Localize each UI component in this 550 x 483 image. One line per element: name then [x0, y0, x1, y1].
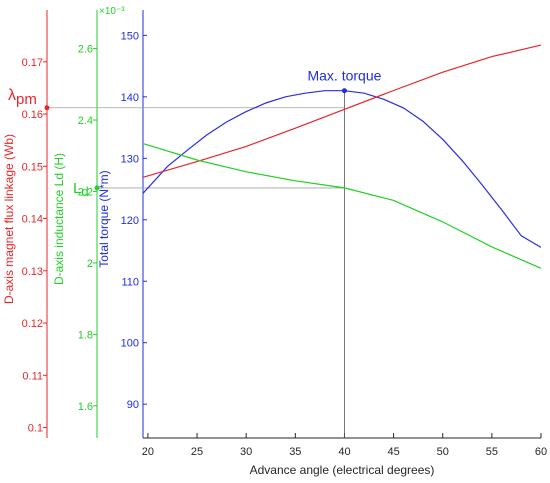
y-tick-label-torque: 100: [121, 338, 139, 350]
y-tick-label-flux: 0.14: [22, 214, 43, 226]
annotations: Max. torque λpm Ld: [8, 68, 382, 199]
y-tick-label-ld: 1.6: [78, 401, 93, 413]
x-tick-label: 60: [535, 446, 547, 458]
plot-area: [143, 20, 541, 438]
y-tick-label-torque: 150: [121, 30, 139, 42]
y-tick-label-flux: 0.11: [22, 370, 43, 382]
y-exponent-label-ld: ×10⁻³: [99, 6, 125, 17]
y-tick-label-flux: 0.13: [22, 266, 43, 278]
reference-lines: [47, 90, 345, 438]
x-tick-label: 35: [289, 446, 301, 458]
x-tick-label: 40: [338, 446, 350, 458]
marker-flux: [44, 105, 50, 111]
lambda-pm-annotation: λpm: [8, 87, 37, 108]
y-tick-label-torque: 110: [121, 276, 139, 288]
x-tick-label: 50: [437, 446, 449, 458]
y-tick-label-torque: 130: [121, 153, 139, 165]
marker-ld: [94, 185, 100, 191]
y-tick-label-flux: 0.16: [22, 109, 43, 121]
y-tick-label-ld: 2: [87, 258, 93, 270]
x-tick-label: 55: [486, 446, 498, 458]
markers: [44, 88, 347, 191]
y-tick-label-ld: 1.8: [78, 329, 93, 341]
y-axis-ld: 1.6 1.8 2 2.2 2.4 2.6 D-axis inductance Ld (H)…: [52, 6, 125, 438]
x-tick-label: 45: [387, 446, 399, 458]
series-line-flux: [142, 44, 542, 178]
y-tick-label-torque: 90: [127, 399, 139, 411]
y-tick-label-flux: 0.12: [22, 318, 43, 330]
y-axis-flux: 0.1 0.11 0.12 0.13 0.14 0.15 0.16 0.17 D-axis ma…: [2, 10, 48, 438]
y-axis-label-torque: Total torque (N*m): [97, 170, 111, 267]
y-tick-label-torque: 140: [121, 92, 139, 104]
ld-annotation: Ld: [73, 180, 89, 199]
y-tick-label-ld: 2.2: [78, 186, 93, 198]
x-tick-label: 25: [191, 446, 203, 458]
y-tick-label-flux: 0.17: [22, 57, 43, 69]
x-axis-label: Advance angle (electrical degrees): [250, 463, 435, 477]
y-tick-label-flux: 0.15: [22, 161, 43, 173]
y-axis-label-flux: D-axis magnet flux linkage (Wb): [2, 134, 16, 304]
max-torque-annotation: Max. torque: [307, 68, 381, 84]
y-tick-label-torque: 120: [121, 215, 139, 227]
y-tick-label-ld: 2.6: [78, 44, 93, 56]
x-axis: 20 25 30 35 40 45 50 55 60 Advance angle (electri…: [142, 433, 547, 477]
y-tick-label-ld: 2.4: [78, 115, 93, 127]
x-tick-label: 20: [142, 446, 154, 458]
x-tick-label: 30: [240, 446, 252, 458]
series-line-ld: [142, 143, 542, 269]
y-tick-label-flux: 0.1: [28, 423, 43, 435]
marker-torque: [341, 88, 347, 94]
y-axis-torque: 90 100 110 120 130 140 150 Total torque (N*m): [97, 10, 147, 438]
y-axis-label-ld: D-axis inductance Ld (H): [52, 153, 66, 285]
